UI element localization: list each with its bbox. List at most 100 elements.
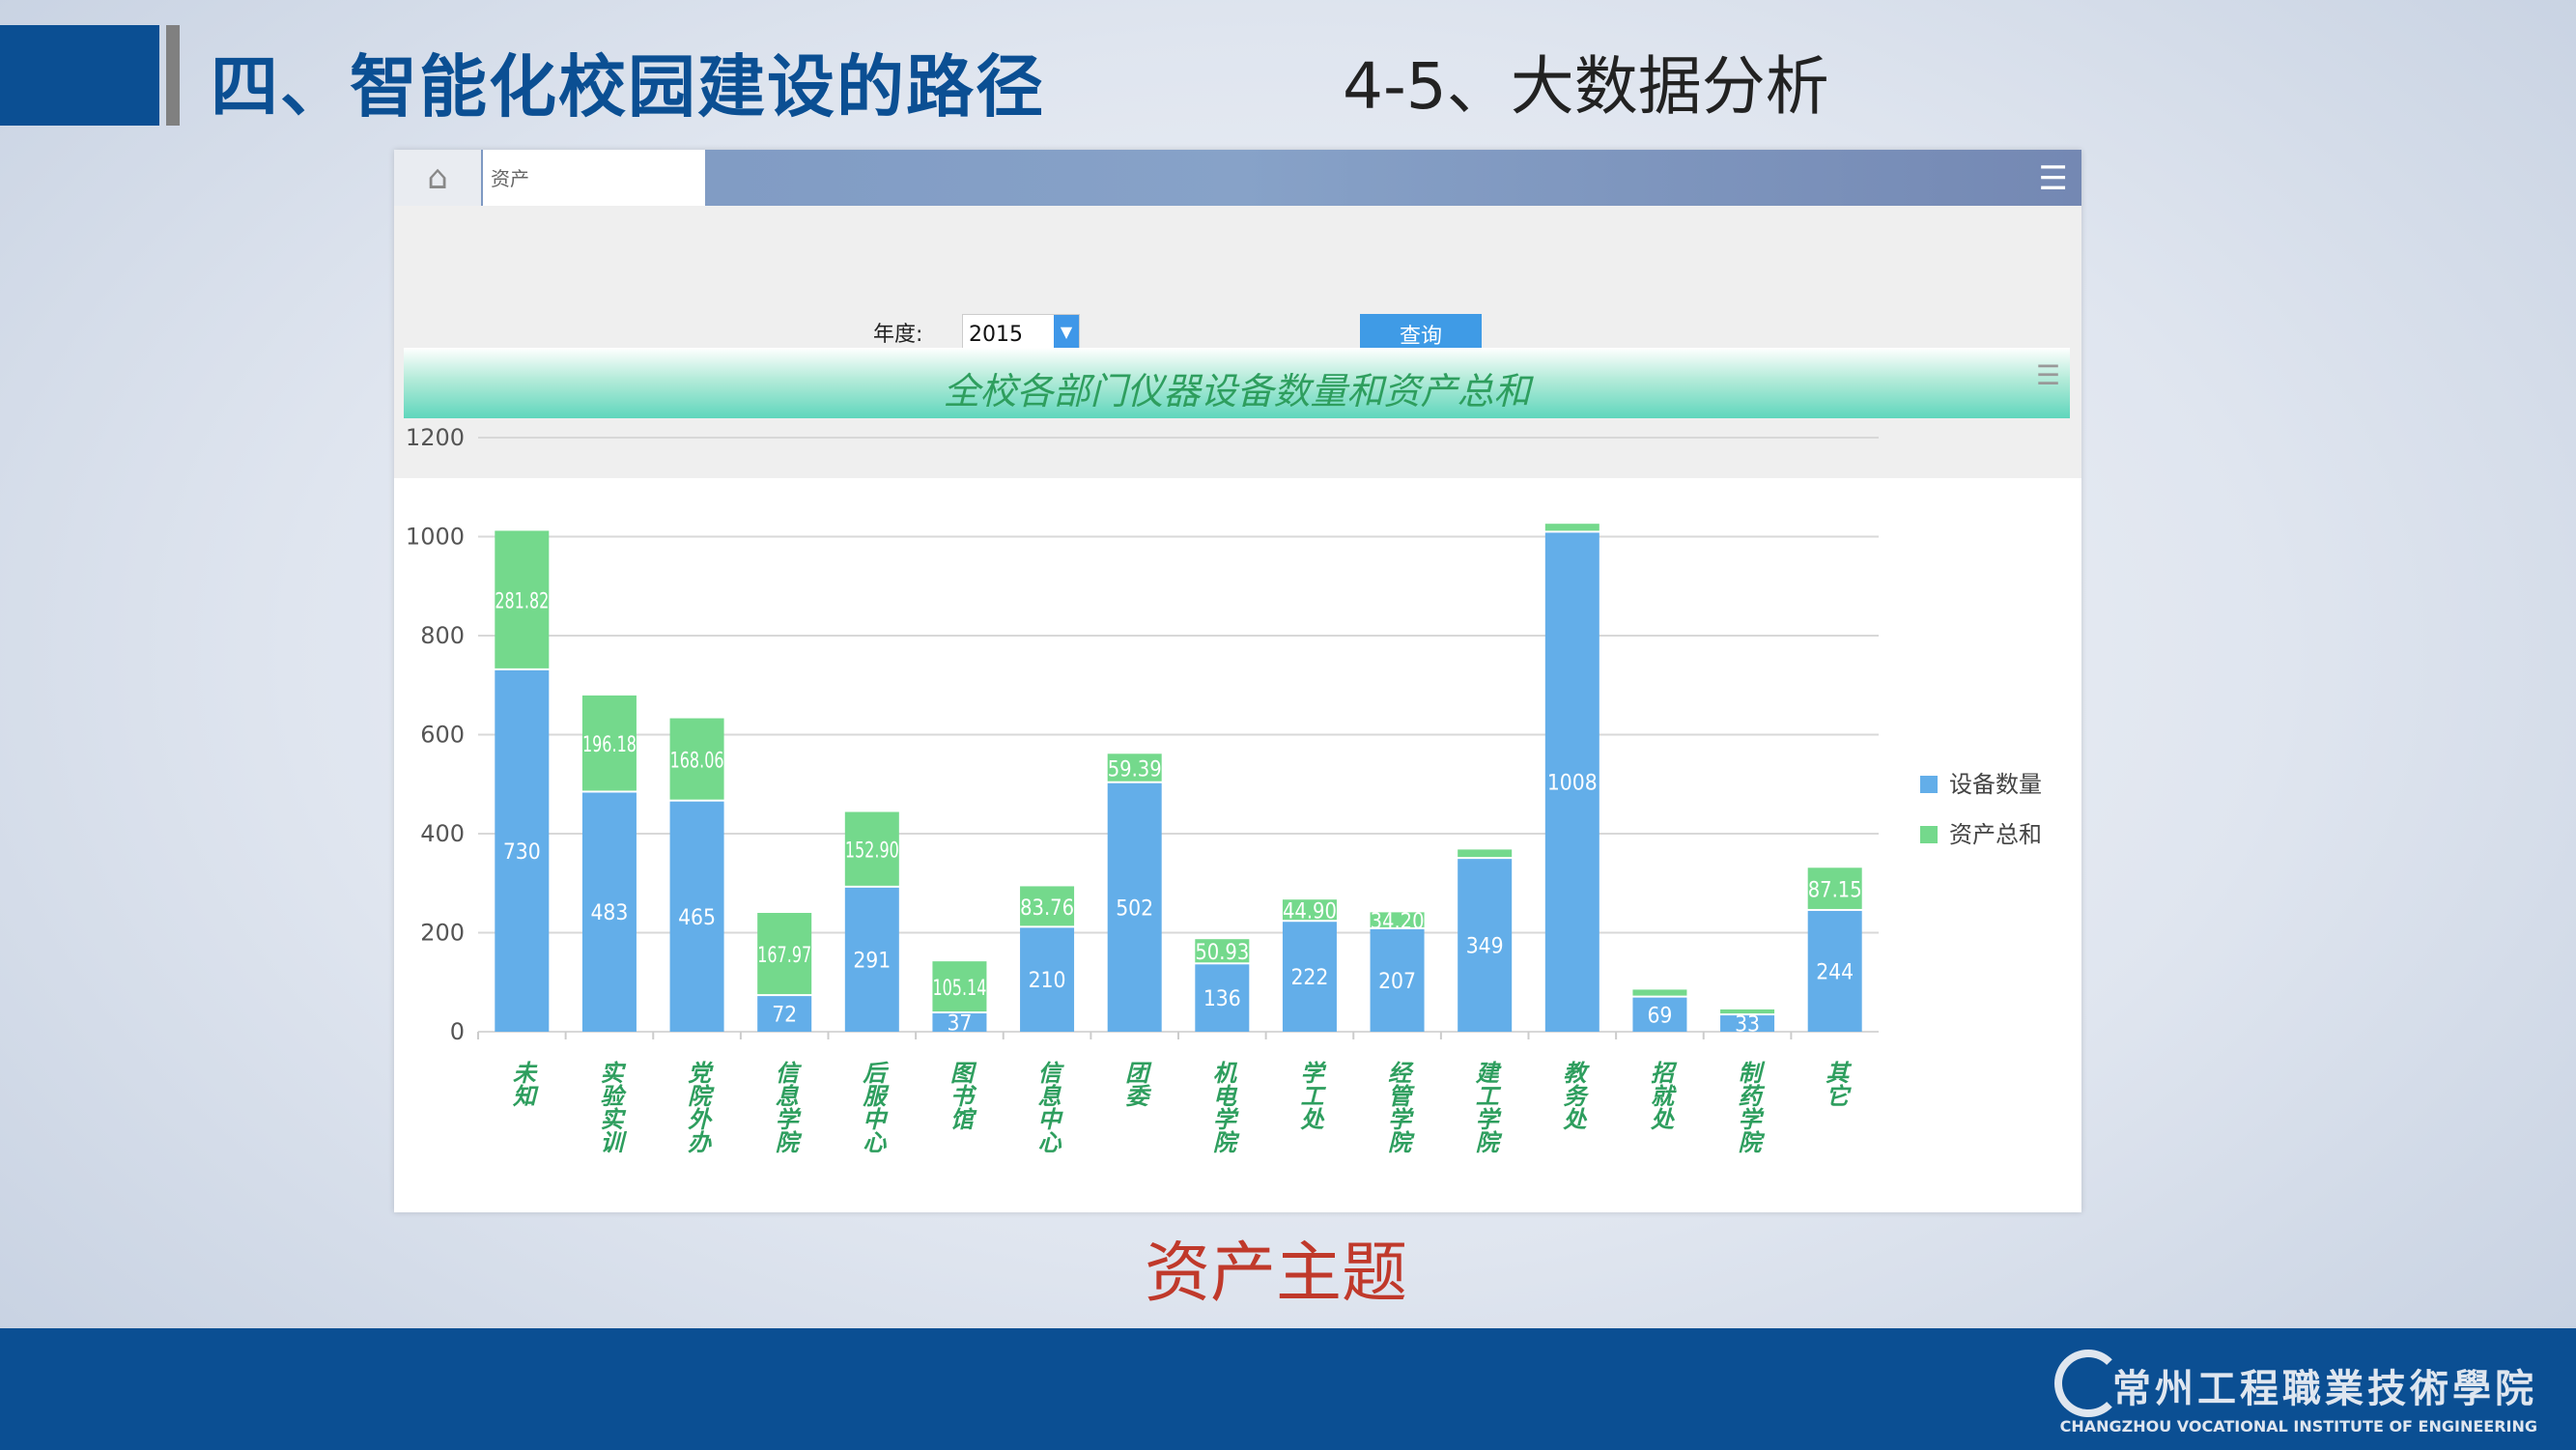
year-select[interactable]: 2015 ▼ (962, 314, 1080, 351)
chart-title-banner: 全校各部门仪器设备数量和资产总和 ☰ (404, 348, 2070, 418)
x-category-label: 信息中心 (1033, 1061, 1061, 1153)
tab-assets[interactable]: 资产 (483, 150, 705, 206)
page-title: 四、智能化校园建设的路径 (211, 47, 1045, 127)
bar-asset-total (844, 811, 899, 886)
bar-equipment-count (1107, 782, 1162, 1032)
data-label: 50.93 (1195, 941, 1249, 965)
y-tick-label: 600 (420, 722, 465, 749)
x-category-label: 图书馆 (946, 1061, 973, 1130)
y-tick-label: 1000 (406, 524, 465, 551)
data-label: 465 (678, 906, 716, 930)
data-label: 83.76 (1020, 896, 1074, 921)
bar-asset-total (1370, 912, 1425, 927)
chevron-down-icon[interactable]: ▼ (1054, 315, 1079, 350)
bar-asset-total (1807, 867, 1862, 909)
data-label: 72 (772, 1004, 797, 1028)
data-label: 196.18 (582, 733, 637, 757)
top-bar: ⌂ 资产 ☰ (394, 150, 2081, 206)
bar-asset-total (1632, 989, 1687, 996)
data-label: 244 (1816, 960, 1854, 984)
x-category-label: 其它 (1822, 1061, 1849, 1107)
x-category-label: 未知 (508, 1061, 536, 1107)
bar-equipment-count (1370, 928, 1425, 1032)
x-category-label: 机电学院 (1208, 1061, 1235, 1153)
data-label: 349 (1466, 935, 1504, 959)
bar-asset-total (1020, 886, 1075, 926)
bar-asset-total (757, 913, 812, 995)
x-category-label: 后服中心 (859, 1061, 887, 1153)
bar-asset-total (1282, 899, 1337, 921)
data-label: 105.14 (932, 977, 986, 1001)
data-label: 136 (1203, 987, 1241, 1011)
school-logo-icon (2054, 1350, 2122, 1417)
data-label: 730 (503, 840, 541, 865)
bar-equipment-count (1282, 922, 1337, 1032)
y-tick-label: 400 (420, 820, 465, 847)
x-category-label: 信息学院 (771, 1061, 798, 1153)
bar-equipment-count (932, 1013, 987, 1032)
footer-bar: 常州工程職業技術學院 CHANGZHOU VOCATIONAL INSTITUT… (0, 1328, 2576, 1450)
legend-swatch (1920, 776, 1938, 793)
x-category-label: 实验实训 (596, 1061, 623, 1153)
y-tick-label: 200 (420, 920, 465, 947)
bar-equipment-count (1458, 859, 1513, 1032)
page-subtitle: 4-5、大数据分析 (1343, 49, 1829, 124)
x-category-label: 招就处 (1646, 1061, 1674, 1130)
logo-text-en: CHANGZHOU VOCATIONAL INSTITUTE OF ENGINE… (2059, 1417, 2537, 1436)
x-category-label: 经管学院 (1384, 1061, 1411, 1153)
bar-equipment-count (581, 792, 637, 1032)
data-label: 483 (590, 901, 628, 925)
bar-asset-total (1107, 753, 1162, 782)
y-tick-label: 0 (450, 1018, 465, 1045)
x-category-label: 党院外办 (684, 1061, 711, 1153)
bar-equipment-count (757, 996, 812, 1032)
data-label: 59.39 (1108, 758, 1162, 782)
stacked-bar-chart: 0 200 400 600 800 1000 1200 730 281.82 未知 483 196.1… (406, 424, 2042, 1153)
x-category-label: 教务处 (1559, 1061, 1587, 1130)
app-window: ⌂ 资产 ☰ 年度: 2015 ▼ 查询 ▲ 全校各部门仪器设备数量和资产总和 … (394, 150, 2081, 1212)
x-category-label: 团委 (1121, 1061, 1148, 1107)
legend-label: 设备数量 (1949, 771, 2042, 798)
x-category-label: 建工学院 (1471, 1061, 1499, 1153)
x-category-label: 学工处 (1296, 1061, 1324, 1130)
data-label: 210 (1029, 969, 1066, 993)
data-label: 168.06 (670, 750, 724, 774)
bar-asset-total (1544, 524, 1599, 531)
filter-panel: 年度: 2015 ▼ 查询 ▲ (394, 206, 2081, 478)
chart-title: 全校各部门仪器设备数量和资产总和 (943, 370, 1531, 412)
bar-equipment-count (844, 887, 899, 1032)
data-label: 34.20 (1371, 910, 1425, 934)
hamburger-icon[interactable]: ☰ (2038, 159, 2068, 198)
y-tick-label: 1200 (406, 424, 465, 451)
x-category-label: 制药学院 (1734, 1061, 1761, 1153)
bar-asset-total (1720, 1009, 1775, 1014)
data-label: 33 (1735, 1013, 1760, 1038)
bar-asset-total (669, 718, 724, 800)
bar-equipment-count (1544, 532, 1599, 1032)
data-label: 1008 (1547, 772, 1598, 796)
data-label: 37 (947, 1012, 972, 1037)
header-accent-bar (166, 25, 180, 126)
data-label: 222 (1290, 966, 1328, 990)
bar-asset-total (581, 695, 637, 791)
data-label: 44.90 (1283, 900, 1337, 924)
y-tick-label: 800 (420, 622, 465, 649)
bar-equipment-count (1020, 927, 1075, 1032)
data-label: 87.15 (1808, 879, 1862, 903)
data-label: 291 (853, 949, 891, 973)
data-label: 152.90 (845, 839, 899, 864)
data-label: 167.97 (757, 944, 811, 968)
bar-equipment-count (669, 801, 724, 1032)
data-label: 207 (1378, 970, 1416, 994)
bar-equipment-count (495, 669, 550, 1032)
bar-asset-total (1458, 849, 1513, 858)
logo-text-cn: 常州工程職業技術學院 (2112, 1366, 2537, 1411)
bar-equipment-count (1807, 910, 1862, 1032)
data-label: 502 (1116, 896, 1153, 921)
home-icon[interactable]: ⌂ (394, 150, 481, 206)
year-label: 年度: (873, 323, 923, 347)
bar-asset-total (1195, 939, 1250, 963)
header-accent-block (0, 25, 159, 126)
data-label: 69 (1647, 1004, 1672, 1028)
chart-menu-icon[interactable]: ☰ (2035, 359, 2060, 391)
